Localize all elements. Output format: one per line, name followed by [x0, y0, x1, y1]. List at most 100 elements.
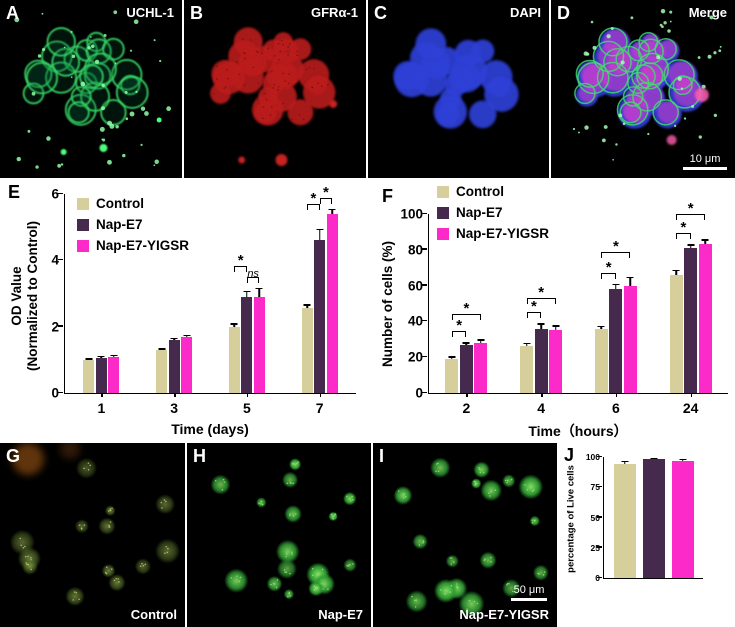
spheroid-texture: [139, 565, 142, 567]
spheroid-texture: [490, 561, 492, 563]
spheroid-texture: [537, 572, 539, 575]
scale-bar-line: [511, 598, 547, 601]
significance-label: *: [680, 219, 687, 237]
spheroid-texture: [466, 608, 468, 610]
spheroid-texture: [296, 462, 298, 465]
speckle: [60, 163, 64, 166]
speckle: [109, 123, 115, 129]
texture-dot: [243, 84, 246, 86]
spheroid-texture: [109, 508, 112, 511]
speckle: [612, 158, 614, 161]
bar-control: [301, 304, 313, 393]
speckle: [701, 84, 706, 89]
speckle: [707, 54, 712, 59]
speckle: [618, 113, 623, 118]
texture-dot: [223, 87, 226, 90]
error-bar-line: [318, 228, 321, 241]
spheroid-texture: [230, 577, 233, 579]
cell-outline: [603, 47, 632, 77]
spheroid-texture: [346, 564, 349, 567]
speckle: [718, 49, 722, 53]
x-tick-label: 3: [170, 400, 179, 416]
cell-body: [254, 101, 277, 124]
spheroid-texture: [403, 493, 405, 495]
cell-outline: [67, 101, 90, 124]
significance-bracket: [451, 314, 481, 321]
spheroid-texture: [415, 599, 417, 601]
bar-nap-e7: [534, 323, 548, 393]
spheroid-texture: [483, 559, 486, 562]
cell-outline: [663, 59, 695, 91]
texture-dot: [262, 106, 265, 109]
texture-dot: [277, 85, 280, 88]
texture-dot: [278, 58, 280, 61]
speckle: [37, 54, 42, 58]
legend-label: Nap-E7: [96, 217, 143, 232]
x-tick-label: 4: [537, 400, 546, 416]
texture-dot: [273, 54, 276, 57]
highlight: [694, 88, 709, 102]
y-tick-label: 2: [51, 319, 59, 335]
significance-bracket: [246, 276, 260, 283]
spheroid-texture: [347, 565, 350, 567]
spheroid-texture: [334, 513, 337, 515]
error-bar-cap: [255, 287, 263, 290]
spheroid-texture: [533, 519, 536, 522]
artifact-blob: [12, 443, 44, 475]
y-tick-label: 75: [590, 482, 600, 493]
texture-dot: [291, 117, 294, 120]
texture-dot: [327, 83, 329, 86]
y-tick-label: 50: [590, 512, 600, 523]
error-bar-cap: [170, 337, 178, 340]
spheroid-texture: [543, 571, 546, 573]
speckle: [63, 46, 66, 49]
spheroid-texture: [223, 481, 226, 483]
y-tick-mark: [422, 212, 427, 214]
speckle: [601, 138, 606, 143]
spheroid: [75, 457, 98, 479]
speckle: [113, 10, 118, 15]
bright-blob: [60, 149, 67, 155]
scale-bar-10um: 10 μm: [683, 153, 727, 170]
error-bar-cap: [85, 358, 93, 360]
spheroid-texture: [87, 462, 90, 464]
spheroid-texture: [142, 564, 145, 567]
speckle: [667, 29, 671, 33]
bar-control: [613, 460, 636, 578]
spheroid-texture: [238, 580, 240, 583]
legend-label: Nap-E7-YIGSR: [456, 226, 550, 241]
spheroid-texture: [115, 577, 117, 580]
spheroid-texture: [30, 568, 33, 571]
x-tick-mark: [246, 393, 249, 397]
texture-dot: [279, 50, 282, 53]
speckle: [153, 39, 156, 42]
spheroid-texture: [236, 575, 238, 577]
speckle: [70, 76, 73, 79]
speckle: [140, 143, 143, 147]
spheroid: [21, 558, 38, 575]
panel-letter-A: A: [6, 3, 19, 23]
texture-dot: [252, 66, 255, 69]
panel-B-image: B GFRα-1: [184, 0, 366, 178]
spheroid-texture: [289, 514, 291, 517]
spheroid-texture: [109, 509, 112, 512]
panel-letter-H: H: [193, 446, 206, 466]
nucleus: [469, 100, 497, 129]
legend-label: Control: [456, 184, 504, 199]
error-bar-line: [704, 239, 706, 245]
spheroid-texture: [73, 591, 76, 593]
nucleus: [436, 102, 460, 126]
spheroid: [445, 554, 459, 568]
spheroid-texture: [221, 488, 224, 491]
texture-dot: [302, 118, 305, 121]
significance-label: *: [687, 200, 694, 218]
legend-item: Nap-E7-YIGSR: [77, 238, 189, 253]
speckle: [691, 105, 695, 108]
speckle: [99, 126, 105, 132]
speckle: [95, 59, 100, 64]
error-bar-line: [675, 269, 677, 275]
spheroid-texture: [397, 490, 400, 492]
spheroid: [74, 519, 89, 534]
legend-label: Nap-E7: [456, 205, 503, 220]
cell-body: [287, 99, 314, 126]
